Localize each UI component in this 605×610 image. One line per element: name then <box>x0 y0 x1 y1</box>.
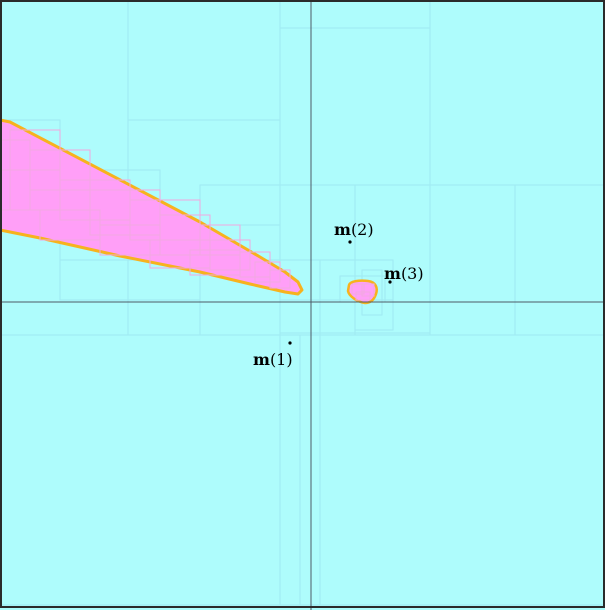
left-region-boxes <box>0 129 291 289</box>
label-m2: m(2) <box>334 220 374 239</box>
label-m1: m(1) <box>253 350 293 369</box>
point-m2 <box>348 240 352 244</box>
point-m3 <box>388 280 392 284</box>
right-region-boxes <box>351 283 375 301</box>
point-m1 <box>288 341 292 345</box>
left-region <box>0 118 304 296</box>
label-m3: m(3) <box>384 264 424 283</box>
right-region <box>346 279 378 305</box>
